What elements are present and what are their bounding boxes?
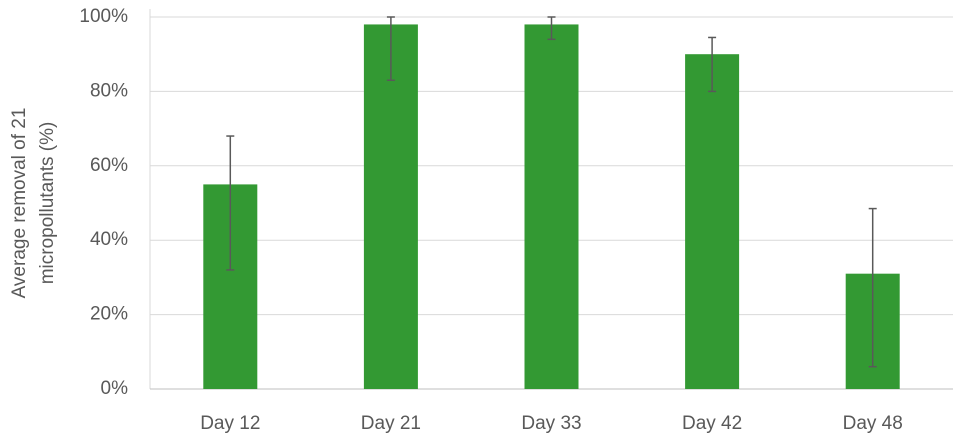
x-tick-label: Day 48 <box>843 413 903 434</box>
y-tick-label: 100% <box>79 6 128 27</box>
y-axis-title-line: Average removal of 21 <box>9 108 30 299</box>
bar <box>363 24 418 389</box>
bar <box>524 24 579 389</box>
y-tick-label: 20% <box>90 304 128 325</box>
x-tick-label: Day 33 <box>521 413 581 434</box>
x-tick-label: Day 42 <box>682 413 742 434</box>
x-tick-label: Day 21 <box>361 413 421 434</box>
y-tick-label: 40% <box>90 229 128 250</box>
y-axis-title-line: micropollutants (%) <box>37 122 58 285</box>
x-tick-label: Day 12 <box>200 413 260 434</box>
bar <box>685 54 740 389</box>
y-tick-label: 0% <box>101 378 129 399</box>
y-tick-label: 60% <box>90 155 128 176</box>
y-tick-label: 80% <box>90 80 128 101</box>
y-axis-title: Average removal of 21 micropollutants (%… <box>9 108 58 299</box>
